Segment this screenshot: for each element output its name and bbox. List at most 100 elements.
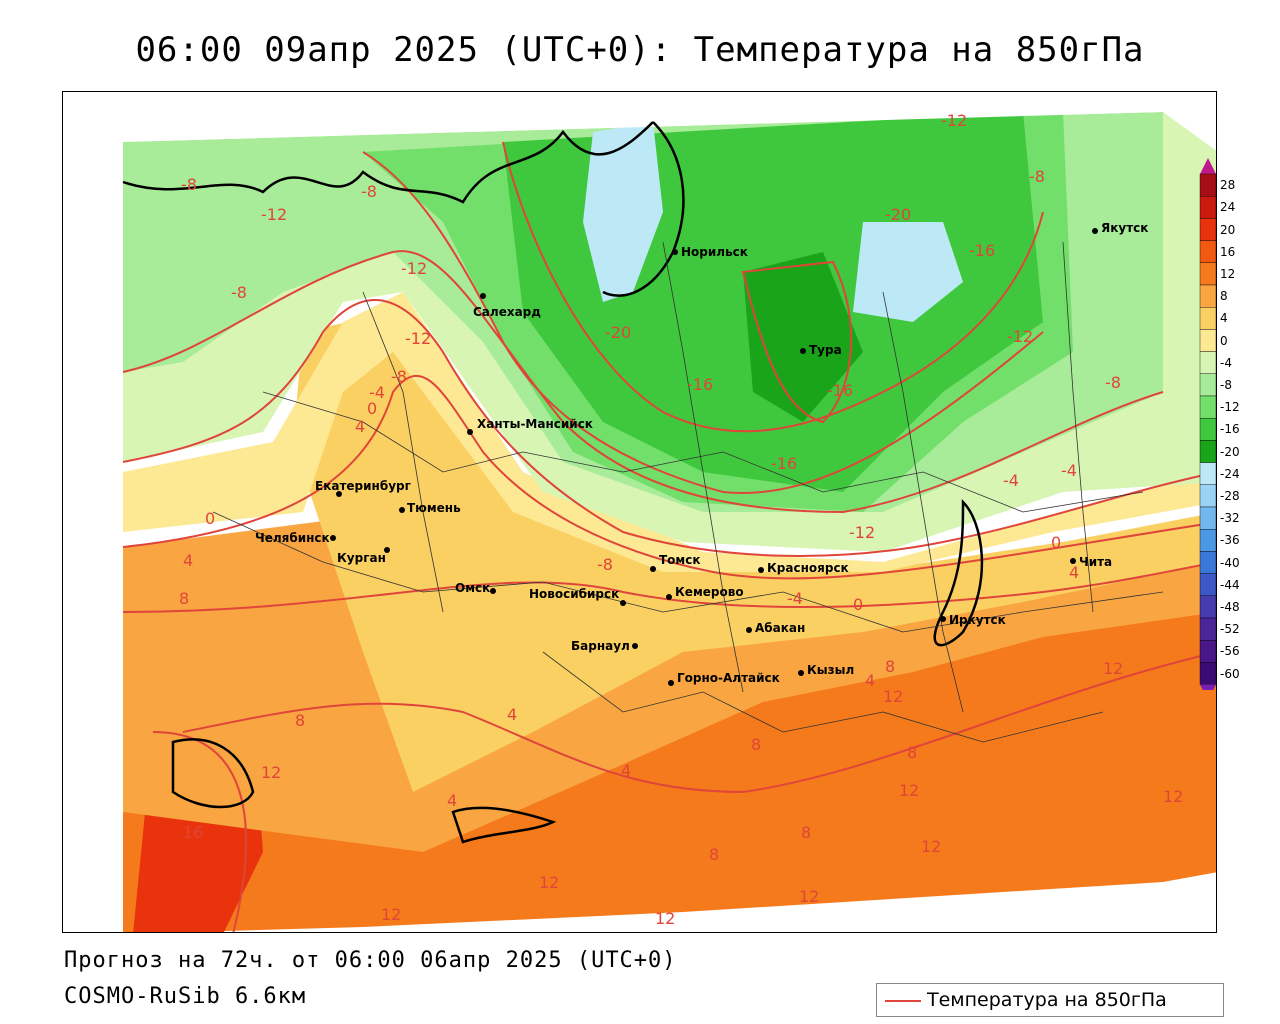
scale-label: 16 [1220,244,1236,259]
iso-label: -12 [401,259,427,278]
city-label: Челябинск [255,531,330,545]
iso-label: 12 [655,909,675,928]
city-dot [330,535,336,541]
iso-label: -16 [687,375,713,394]
iso-label: 12 [381,905,401,924]
scale-swatch [1199,529,1217,552]
iso-label: -12 [1007,327,1033,346]
legend-line-swatch [885,1000,921,1002]
scale-label: -40 [1220,555,1240,570]
city-label: Салехард [473,305,541,319]
fill-sea-kara [583,122,663,302]
iso-label: 4 [183,551,193,570]
iso-label: 8 [751,735,761,754]
scale-swatch [1199,440,1217,463]
iso-label: 8 [295,711,305,730]
fill-warm-4 [293,312,1216,792]
iso-label: -12 [261,205,287,224]
iso-label: 12 [539,873,559,892]
city-label: Барнаул [571,639,630,653]
scale-swatch [1199,373,1217,397]
city-label: Кызыл [807,663,854,677]
iso-label: 16 [183,823,203,842]
city-label: Томск [659,553,701,567]
scale-label: 20 [1220,222,1236,237]
city-dot [758,567,764,573]
city-dot [746,627,752,633]
iso-label: 12 [1103,659,1123,678]
iso-label: 12 [1163,787,1183,806]
city-label: Красноярск [767,561,849,575]
iso-label: 12 [921,837,941,856]
legend: Температура на 850гПа [876,983,1224,1017]
iso-label: -4 [1003,471,1019,490]
city-label: Тура [809,343,842,357]
iso-label: 0 [853,595,863,614]
scale-arrow-top [1200,158,1216,174]
city-dot [668,680,674,686]
city-label: Ханты-Мансийск [477,417,593,431]
scale-label: -8 [1220,377,1232,392]
iso-label: -4 [369,383,385,402]
fill-sea-taimyr [853,222,963,322]
iso-label: 0 [1051,533,1061,552]
iso-label: -8 [181,175,197,194]
scale-label: 24 [1220,200,1236,215]
iso-label: 4 [507,705,517,724]
map-area: -8 -8 -12 -12 -8 -12 -8 -4 0 4 0 4 8 -20… [62,91,1217,933]
city-label: Кемерово [675,585,744,599]
iso-label: -4 [787,589,803,608]
iso-label: -8 [1029,167,1045,186]
scale-label: -24 [1220,466,1240,481]
city-dot [798,670,804,676]
iso-label: 4 [355,417,365,436]
city-markers: Салехард Норильск Тура Якутск Ханты-Манс… [255,221,1148,686]
city-dot [666,594,672,600]
iso-label: -16 [771,454,797,473]
scale-swatch [1199,395,1217,419]
city-dot [490,588,496,594]
city-label: Норильск [681,245,748,259]
iso-label: -8 [597,555,613,574]
city-dot [384,547,390,553]
scale-swatch [1199,196,1217,219]
scale-swatch [1199,418,1217,441]
iso-label: -12 [405,329,431,348]
scale-swatch [1199,218,1217,241]
temperature-fills [63,92,1216,932]
scale-swatch [1199,484,1217,508]
iso-label: -16 [969,241,995,260]
iso-label: 8 [709,845,719,864]
outside-domain-left [63,92,123,932]
city-label: Чита [1079,555,1112,569]
scale-swatch [1199,506,1217,530]
scale-swatch [1199,262,1217,286]
iso-label: -8 [361,182,377,201]
scale-label: -56 [1220,644,1240,659]
city-dot [800,348,806,354]
color-scale: 28 24 20 16 12 8 4 0 -4 -8 -12 -16 -20 -24 -28 -32 -36 -4… [1198,158,1268,701]
outside-domain-top [123,92,1216,142]
iso-label: 8 [179,589,189,608]
model-info: COSMO-RuSib 6.6км [64,984,307,1009]
scale-label: -36 [1220,533,1240,548]
city-label: Иркутск [949,613,1006,627]
scale-swatch [1199,595,1217,619]
scale-label: -32 [1220,511,1240,526]
scale-label: -52 [1220,622,1240,637]
scale-label: -12 [1220,400,1240,415]
scale-swatch [1199,306,1217,330]
iso-label: 8 [907,743,917,762]
scale-label: -20 [1220,444,1240,459]
city-label: Тюмень [407,501,461,515]
forecast-info: Прогноз на 72ч. от 06:00 06апр 2025 (UTC… [64,948,677,973]
iso-label: -12 [849,523,875,542]
city-label: Абакан [755,621,805,635]
iso-label: 4 [1069,563,1079,582]
scale-label: 0 [1220,333,1228,348]
scale-swatch [1199,240,1217,263]
iso-label: -20 [885,205,911,224]
city-label: Курган [337,551,386,565]
color-scale-bar [1199,158,1217,701]
city-dot [940,616,946,622]
